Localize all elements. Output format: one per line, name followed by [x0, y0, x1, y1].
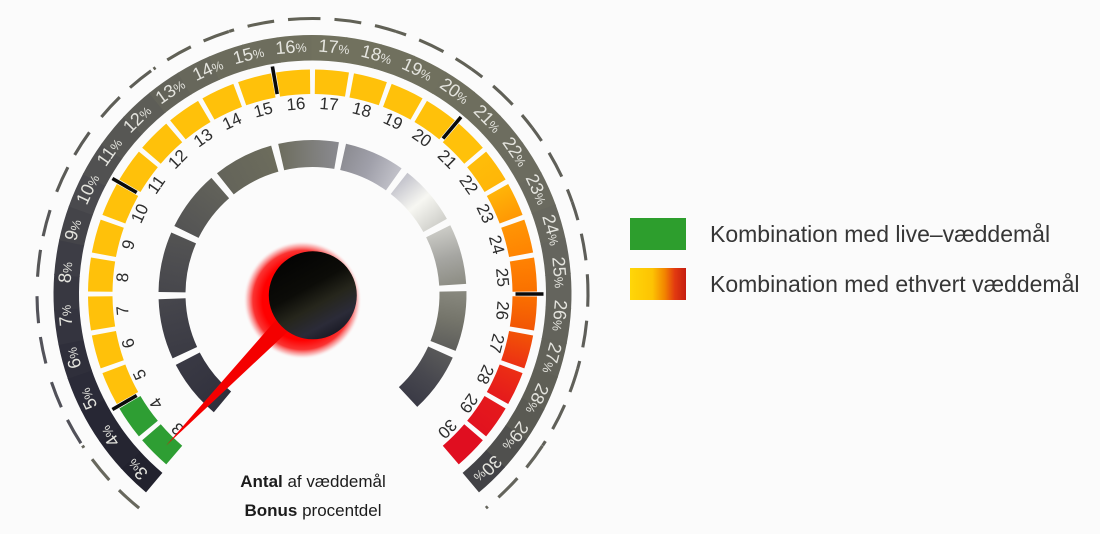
svg-text:5: 5 — [129, 366, 150, 383]
svg-text:7%: 7% — [55, 304, 77, 327]
svg-text:15: 15 — [252, 98, 275, 121]
svg-text:16%: 16% — [275, 36, 308, 59]
svg-text:Bonus procentdel: Bonus procentdel — [244, 501, 381, 520]
svg-text:8%: 8% — [55, 261, 77, 284]
svg-text:Antal af væddemål: Antal af væddemål — [240, 472, 386, 491]
svg-text:4: 4 — [146, 394, 167, 413]
svg-text:8: 8 — [113, 272, 133, 283]
svg-text:26: 26 — [492, 300, 513, 321]
svg-text:Kombination med live–væddemål: Kombination med live–væddemål — [710, 221, 1050, 247]
svg-text:25%: 25% — [548, 256, 571, 289]
svg-text:16: 16 — [286, 94, 307, 115]
svg-text:9: 9 — [118, 238, 139, 252]
svg-text:17: 17 — [319, 94, 340, 115]
svg-text:3: 3 — [168, 419, 188, 439]
svg-text:18: 18 — [350, 98, 373, 121]
svg-text:Kombination med ethvert væddem: Kombination med ethvert væddemål — [710, 271, 1079, 297]
svg-text:27: 27 — [485, 332, 508, 355]
svg-text:24: 24 — [485, 233, 508, 256]
svg-text:25: 25 — [492, 267, 513, 288]
svg-text:7: 7 — [113, 305, 133, 316]
svg-text:6: 6 — [118, 336, 139, 350]
